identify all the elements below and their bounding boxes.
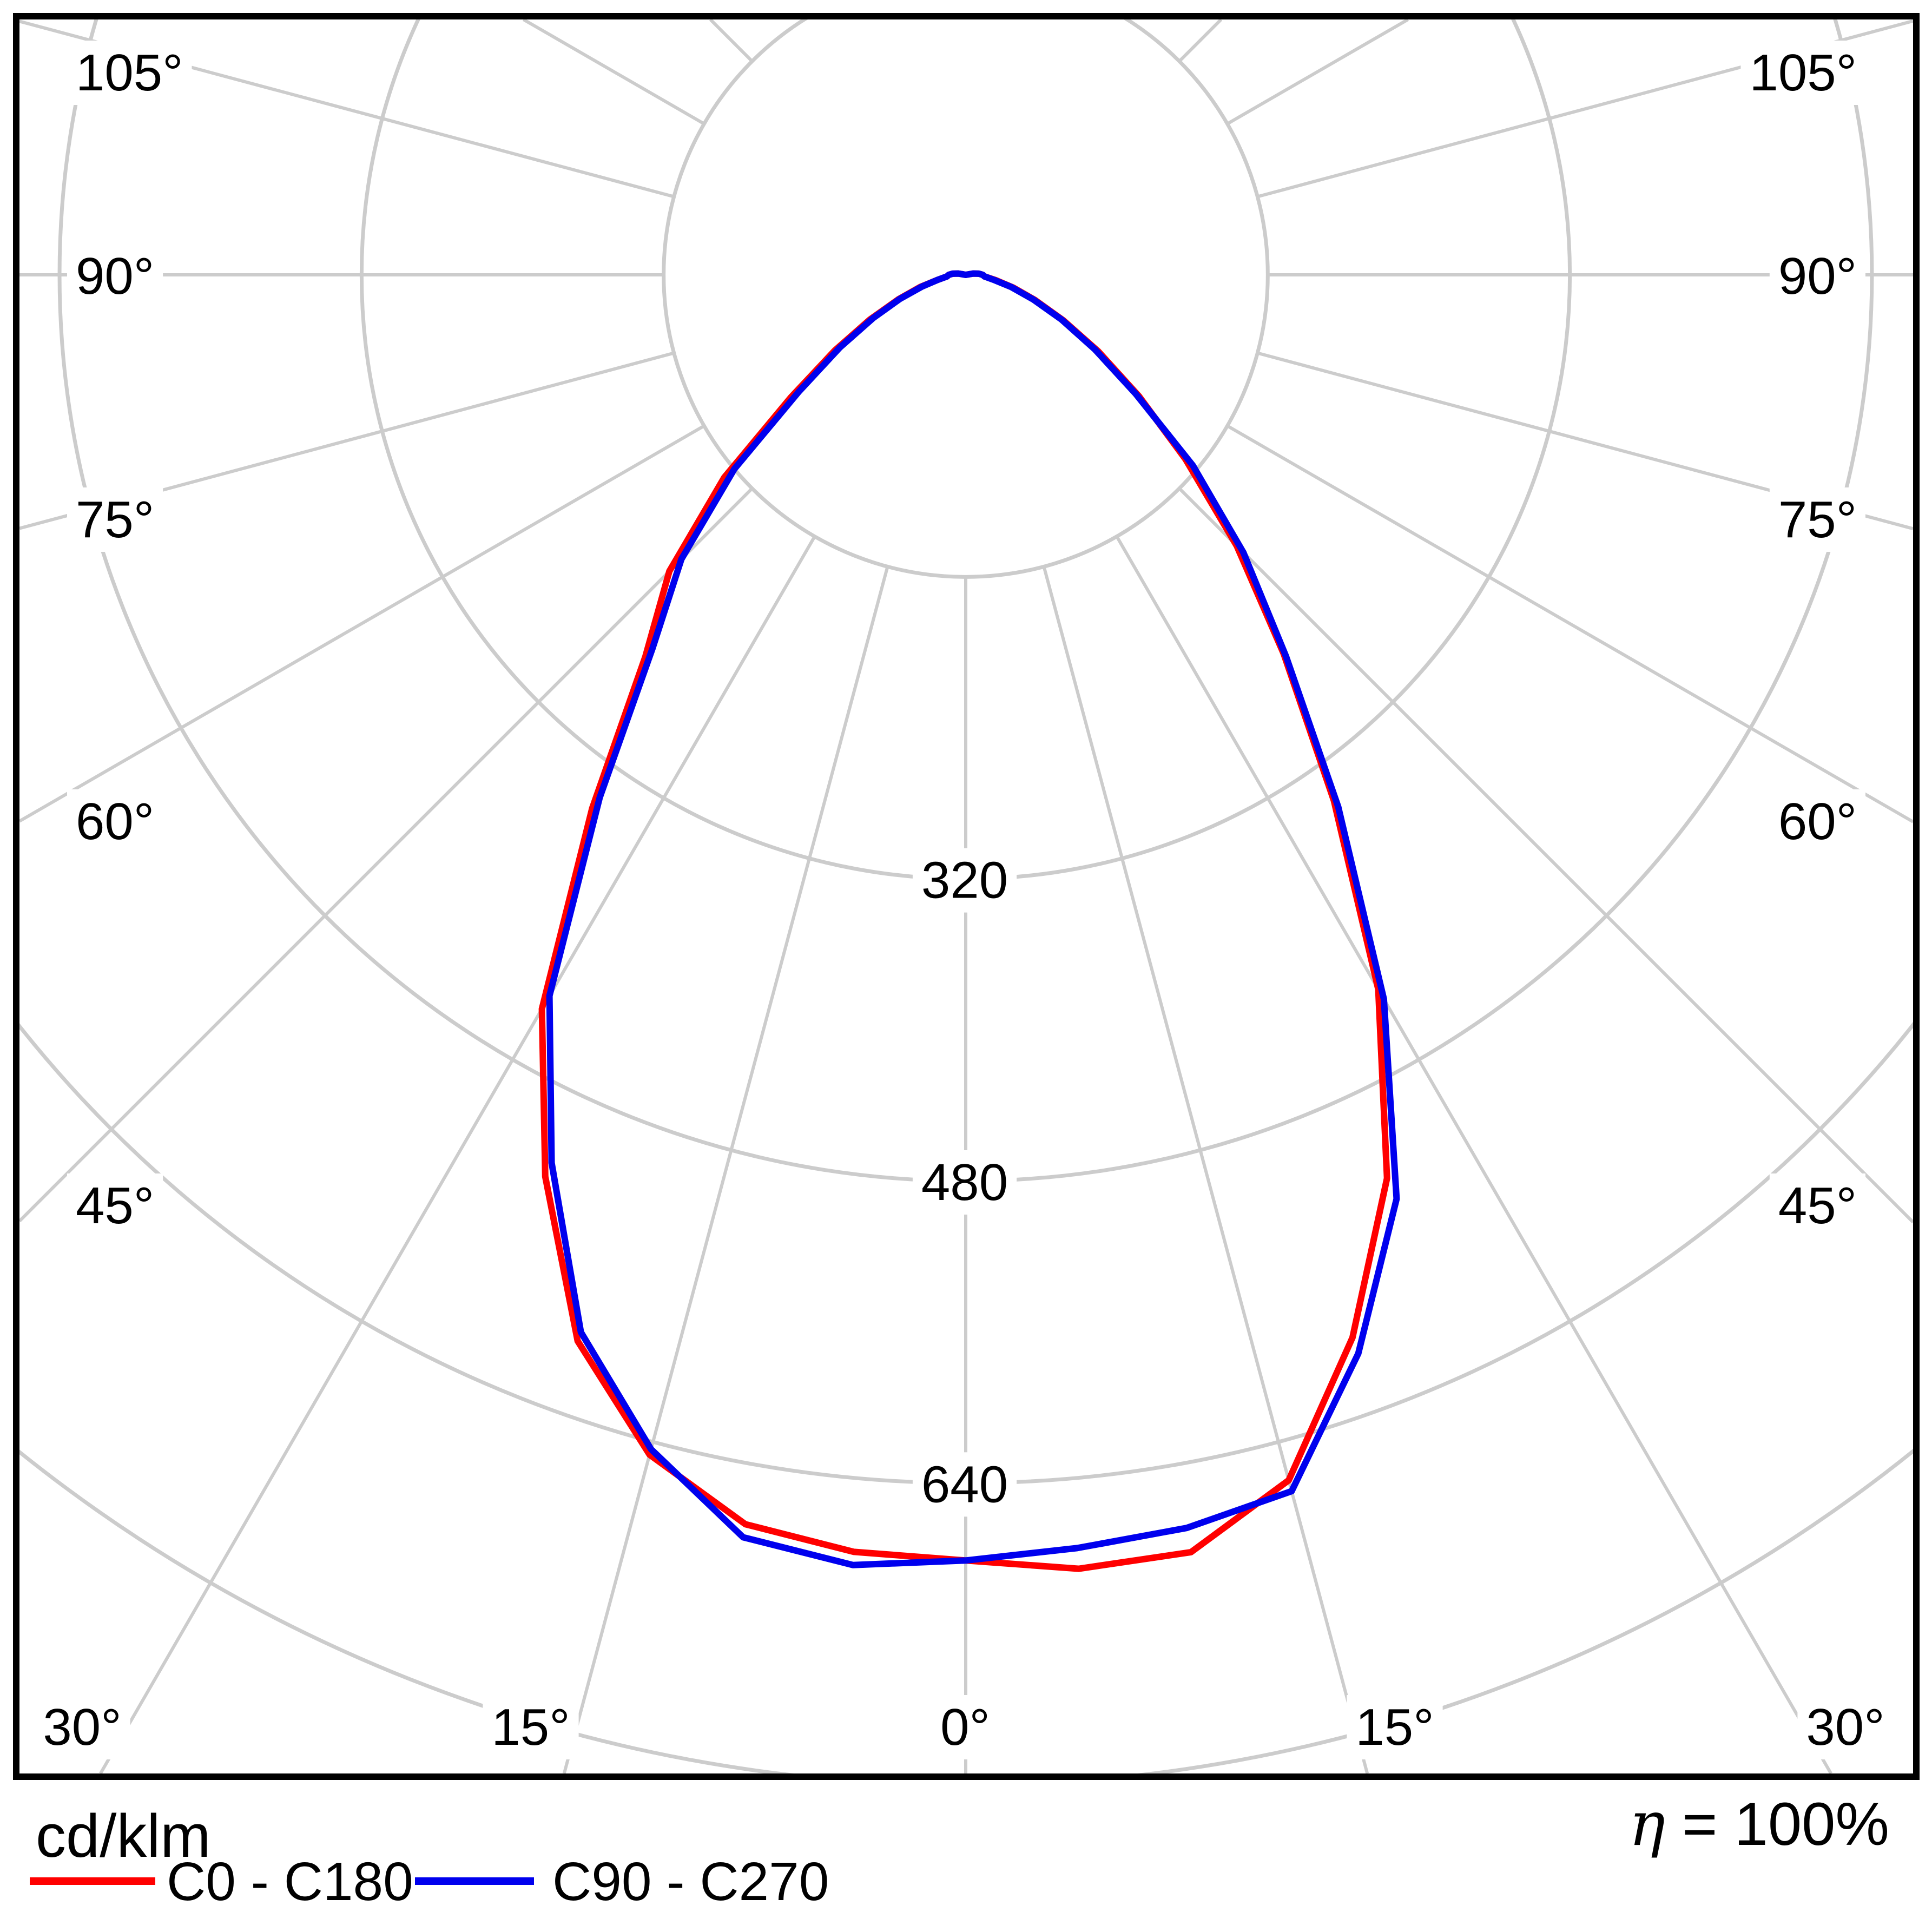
angle-label-right-45-backing (1769, 1173, 1865, 1238)
angle-label-left-105: 105° (76, 44, 183, 102)
grid-ray-left-60 (19, 424, 705, 823)
eta-value: = 100% (1665, 1790, 1889, 1858)
grid-ray-right-30 (1115, 536, 1832, 1773)
grid-ray-right-60 (1227, 424, 1913, 823)
angle-label-left-90: 90° (76, 247, 154, 305)
angle-label-right-75: 75° (1778, 491, 1857, 549)
grid-ray-left-135 (709, 19, 754, 63)
angle-label-bottom-left-15: 15° (491, 1698, 570, 1756)
ring-label-320-backing (912, 848, 1017, 913)
axis-labels: 320 480 640 0° 15° 15° 30° 30° 45° 45° 60° 60° 75° 75… (34, 41, 1894, 1759)
angle-label-right-75-backing (1769, 487, 1865, 552)
ring-label-320: 320 (921, 852, 1008, 909)
angle-label-right-60-backing (1769, 789, 1865, 854)
angle-label-bottom-0-backing (932, 1695, 999, 1759)
intensity-curves (538, 270, 1400, 1572)
angle-label-bottom-left-30: 30° (43, 1698, 121, 1756)
angle-label-left-60: 60° (76, 793, 154, 850)
units-label: cd/klm (36, 1802, 211, 1870)
grid-ray-left-30 (99, 536, 816, 1773)
grid-ray-right-45 (1178, 487, 1913, 1224)
grid-ray-right-135 (1178, 19, 1223, 63)
angle-label-right-45: 45° (1778, 1177, 1857, 1235)
plot-border (13, 13, 1920, 1780)
angle-label-left-90-backing (67, 244, 163, 308)
grid-ray-right-15 (1042, 566, 1369, 1773)
angle-label-right-105-backing (1740, 41, 1865, 105)
angle-label-left-60-backing (67, 789, 163, 854)
angle-label-right-90: 90° (1778, 247, 1857, 305)
grid-ray-left-45 (19, 487, 754, 1223)
ring-label-640-backing (912, 1452, 1017, 1517)
angle-label-bottom-left-15-backing (483, 1695, 579, 1759)
ring-label-480: 480 (921, 1153, 1008, 1211)
angle-label-right-90-backing (1769, 244, 1865, 308)
angle-label-bottom-left-30-backing (34, 1695, 130, 1759)
ring-label-640: 640 (921, 1455, 1008, 1513)
angle-label-bottom-0: 0° (940, 1698, 990, 1756)
angle-label-left-45: 45° (76, 1177, 154, 1235)
angle-label-right-60: 60° (1778, 793, 1857, 850)
angle-label-right-105: 105° (1749, 44, 1857, 102)
curve-c90-c270 (546, 270, 1400, 1568)
grid-ray-left-15 (562, 566, 889, 1773)
legend-label-c90-c270: C90 - C270 (552, 1851, 829, 1912)
efficiency-label: η = 100% (1629, 1789, 1889, 1860)
angle-label-left-45-backing (67, 1173, 163, 1238)
grid-ray-right-120 (1227, 19, 1409, 126)
grid-ray-left-120 (522, 19, 705, 126)
eta-symbol: η (1629, 1789, 1665, 1860)
legend: C0 - C180 C90 - C270 (30, 1851, 829, 1912)
legend-label-c0-c180: C0 - C180 (167, 1851, 413, 1912)
angle-label-bottom-right-30: 30° (1806, 1698, 1884, 1756)
angle-label-left-75: 75° (76, 491, 154, 549)
angle-label-bottom-right-30-backing (1797, 1695, 1894, 1759)
angle-label-bottom-right-15-backing (1347, 1695, 1443, 1759)
angle-label-left-75-backing (67, 487, 163, 552)
angle-label-left-105-backing (67, 41, 192, 105)
angle-label-bottom-right-15: 15° (1355, 1698, 1434, 1756)
ring-label-480-backing (912, 1150, 1017, 1215)
